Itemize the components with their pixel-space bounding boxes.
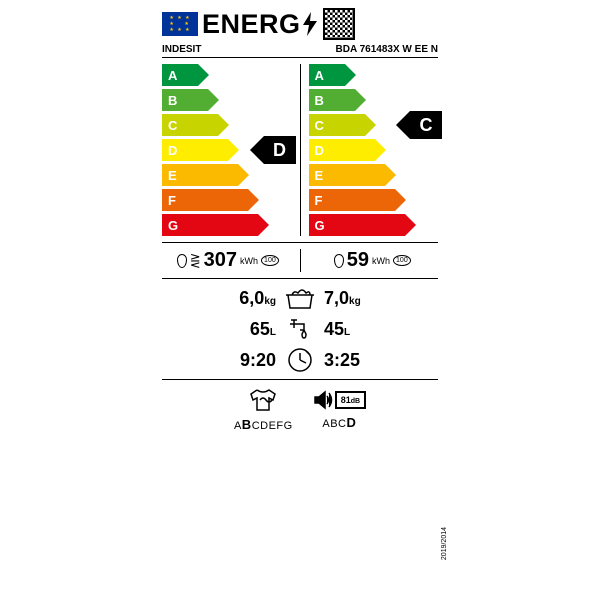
brand-row: INDESIT BDA 761483X W EE N bbox=[162, 44, 438, 58]
rating-pointer-left: D bbox=[264, 136, 296, 164]
qr-code-icon bbox=[323, 8, 355, 40]
class-bar: E bbox=[162, 164, 238, 186]
spin-class: ABCDEFG bbox=[234, 386, 293, 432]
model: BDA 761483X W EE N bbox=[336, 44, 438, 55]
clock-icon bbox=[284, 347, 316, 373]
cycle-icon: 100 bbox=[261, 255, 279, 266]
class-bar: F bbox=[309, 189, 395, 211]
time-row: 9:20 3:25 bbox=[162, 347, 438, 373]
class-bar: G bbox=[162, 214, 258, 236]
regulation: 2019/2014 bbox=[441, 527, 448, 560]
class-bar: D bbox=[162, 139, 228, 161]
shirt-icon bbox=[245, 386, 281, 414]
class-bar: B bbox=[162, 89, 208, 111]
header: ★ ★ ★★ ★★ ★ ★ ENERG bbox=[162, 8, 438, 40]
eu-flag-icon: ★ ★ ★★ ★★ ★ ★ bbox=[162, 12, 198, 36]
class-bar: D bbox=[309, 139, 375, 161]
drop-icon bbox=[177, 254, 187, 268]
class-bar: A bbox=[162, 64, 198, 86]
tap-icon bbox=[284, 316, 316, 342]
rating-col-right: ABCDEFG C bbox=[309, 64, 439, 236]
brand: INDESIT bbox=[162, 44, 201, 55]
capacity-row: 6,0kg 7,0kg bbox=[162, 285, 438, 311]
laundry-icon bbox=[284, 285, 316, 311]
noise-class: 81dB ABCD bbox=[313, 388, 366, 430]
class-bar: F bbox=[162, 189, 248, 211]
class-bar: G bbox=[309, 214, 405, 236]
class-bar: E bbox=[309, 164, 385, 186]
kwh-row: ⋛ 307 kWh 100 59 kWh 100 bbox=[162, 249, 438, 272]
bottom-row: ABCDEFG 81dB ABCD bbox=[162, 386, 438, 432]
rating-col-left: ABCDEFG D bbox=[162, 64, 292, 236]
speaker-icon bbox=[313, 388, 333, 412]
kwh-right: 59 kWh 100 bbox=[307, 249, 439, 272]
energy-label: ★ ★ ★★ ★★ ★ ★ ENERG INDESIT BDA 761483X … bbox=[150, 0, 450, 600]
steam-icon: ⋛ bbox=[190, 253, 201, 269]
cycle-icon: 100 bbox=[393, 255, 411, 266]
kwh-left: ⋛ 307 kWh 100 bbox=[162, 249, 294, 272]
energy-title: ENERG bbox=[202, 9, 319, 40]
drop-icon bbox=[334, 254, 344, 268]
class-bar: B bbox=[309, 89, 355, 111]
class-bar: C bbox=[309, 114, 365, 136]
ratings: ABCDEFG D ABCDEFG C bbox=[162, 64, 438, 236]
water-row: 65L 45L bbox=[162, 316, 438, 342]
rating-pointer-right: C bbox=[410, 111, 442, 139]
class-bar: C bbox=[162, 114, 218, 136]
bolt-icon bbox=[301, 12, 319, 36]
class-bar: A bbox=[309, 64, 345, 86]
